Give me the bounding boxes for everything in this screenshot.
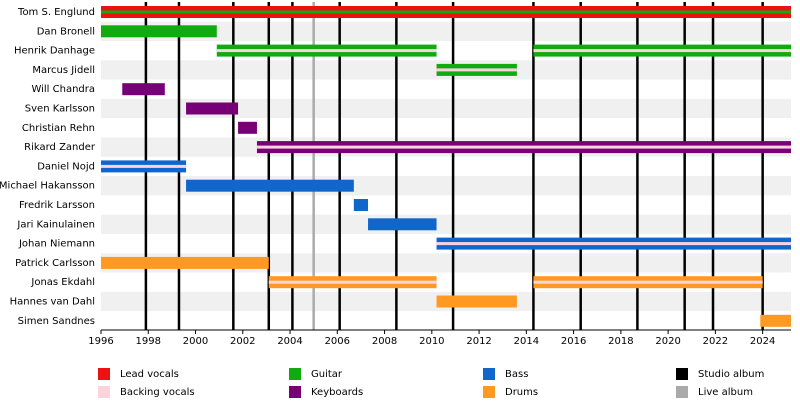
member-bar [760,314,791,327]
x-tick-label: 2002 [230,336,255,347]
legend-swatch [676,368,688,380]
legend-swatch [98,386,110,398]
row-band [101,98,791,119]
member-name: Sven Karlsson [25,104,95,115]
row-band [101,253,791,273]
member-bar [186,179,354,192]
member-name: Christian Rehn [22,123,95,134]
member-bar [186,102,239,115]
legend-label: Drums [505,387,538,398]
x-tick-label: 2000 [183,336,208,347]
member-name: Marcus Jidell [32,65,95,76]
member-name: Patrick Carlsson [15,258,95,269]
legend-label: Keyboards [311,387,363,398]
row-band [101,21,791,41]
legend-label: Live album [698,387,753,398]
legend-swatch [98,368,110,380]
member-name: Simen Sandnes [18,316,95,327]
x-tick-label: 2022 [703,336,728,347]
member-name: Will Chandra [31,84,95,95]
member-name: Daniel Nojd [37,161,95,172]
member-bar-secondary [533,49,791,53]
x-tick-label: 2004 [277,336,302,347]
member-bar [436,295,517,308]
x-tick-label: 2006 [325,336,350,347]
x-tick-label: 2014 [514,336,539,347]
x-tick-label: 2016 [561,336,586,347]
row-band [101,214,791,234]
x-tick-label: 2010 [419,336,444,347]
member-bar-secondary [101,164,187,168]
legend-label: Backing vocals [120,387,195,398]
x-tick-label: 2012 [466,336,491,347]
member-bar [353,199,369,211]
legend-label: Studio album [698,369,764,380]
member-bar [122,83,165,96]
x-tick-label: 2018 [608,336,633,347]
member-name: Jari Kainulainen [16,219,95,230]
member-name: Henrik Danhage [14,46,95,57]
x-tick-label: 2024 [750,336,775,347]
legend-label: Bass [505,369,528,380]
member-bar-secondary [268,280,437,284]
legend-swatch [483,368,495,380]
member-bar-secondary [436,242,791,246]
member-name: Hannes van Dahl [10,297,95,308]
legend-swatch [483,386,495,398]
x-tick-label: 1996 [88,336,113,347]
legend-label: Lead vocals [120,369,179,380]
member-bar-secondary [216,49,437,53]
member-name: Jonas Ekdahl [30,277,95,288]
member-bar-secondary [256,145,792,149]
member-bar [101,25,217,38]
member-name: Rikard Zander [24,142,96,153]
member-bar [101,256,269,269]
x-tick-label: 2020 [655,336,680,347]
member-name: Dan Bronell [37,26,95,37]
x-tick-label: 2008 [372,336,397,347]
member-bar-secondary [101,10,791,14]
legend-swatch [289,386,301,398]
member-bar [368,218,437,231]
legend-swatch [676,386,688,398]
member-bar [238,121,257,134]
member-bar-secondary [533,280,763,284]
legend-label: Guitar [311,369,343,380]
member-name: Johan Niemann [18,239,95,250]
member-name: Tom S. Englund [17,7,95,18]
member-bar-secondary [436,68,517,72]
member-name: Fredrik Larsson [19,200,95,211]
legend-swatch [289,368,301,380]
member-name: Michael Hakansson [0,181,95,192]
x-tick-label: 1998 [136,336,161,347]
